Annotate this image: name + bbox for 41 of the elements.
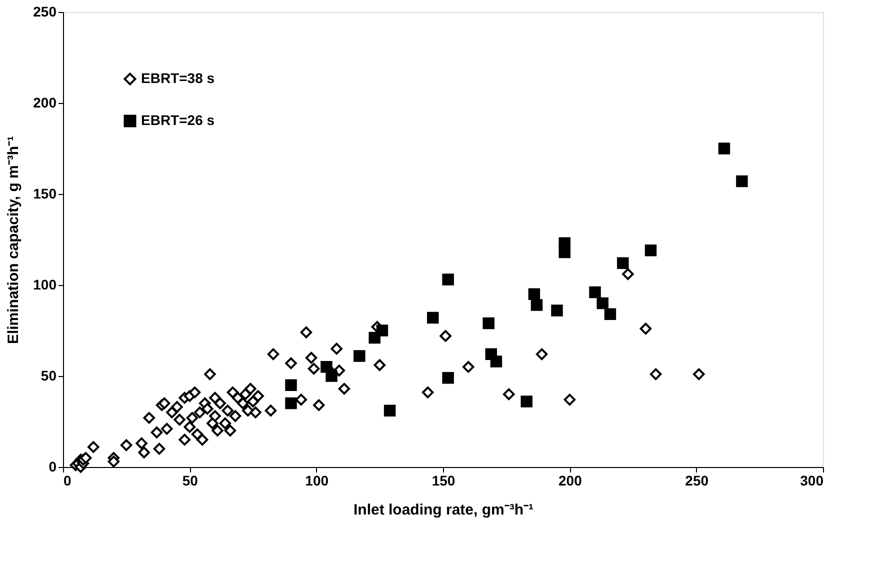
point xyxy=(589,286,601,298)
point xyxy=(482,317,494,330)
point xyxy=(520,396,532,408)
point xyxy=(384,404,396,416)
x-tick-label: 150 xyxy=(432,472,456,488)
point xyxy=(376,324,388,336)
y-axis-title: Elimination capacity, g m⁻³h⁻¹ xyxy=(5,136,22,344)
point xyxy=(285,397,297,410)
x-tick-label: 50 xyxy=(182,472,198,488)
y-tick-label: 50 xyxy=(40,368,57,384)
x-tick-label: 250 xyxy=(685,472,709,488)
y-tick-label: 100 xyxy=(33,276,57,292)
x-tick-label: 300 xyxy=(800,472,824,488)
x-tick-label: 0 xyxy=(64,472,72,488)
point xyxy=(604,308,616,320)
point xyxy=(442,274,454,286)
point xyxy=(558,237,570,250)
x-tick-label: 100 xyxy=(305,472,329,488)
point xyxy=(490,356,502,368)
y-tick-label: 200 xyxy=(33,94,57,110)
point xyxy=(530,299,543,311)
legend-label: EBRT=26 s xyxy=(141,112,215,128)
point xyxy=(528,288,540,300)
point xyxy=(326,370,338,382)
point xyxy=(616,257,629,270)
x-axis-title: Inlet loading rate, gm⁻³h⁻¹ xyxy=(353,502,534,518)
point xyxy=(354,350,366,362)
point xyxy=(320,361,332,373)
legend-label: EBRT=38 s xyxy=(141,70,215,86)
point xyxy=(718,142,730,154)
point xyxy=(644,244,657,256)
x-tick-label: 200 xyxy=(558,472,582,488)
point xyxy=(736,175,748,188)
point xyxy=(285,379,297,391)
point xyxy=(596,297,608,310)
point xyxy=(442,372,454,384)
y-tick-label: 0 xyxy=(48,458,57,474)
point xyxy=(551,304,563,316)
point xyxy=(426,312,439,324)
y-tick-label: 150 xyxy=(33,186,57,202)
y-tick-label: 250 xyxy=(33,4,57,20)
